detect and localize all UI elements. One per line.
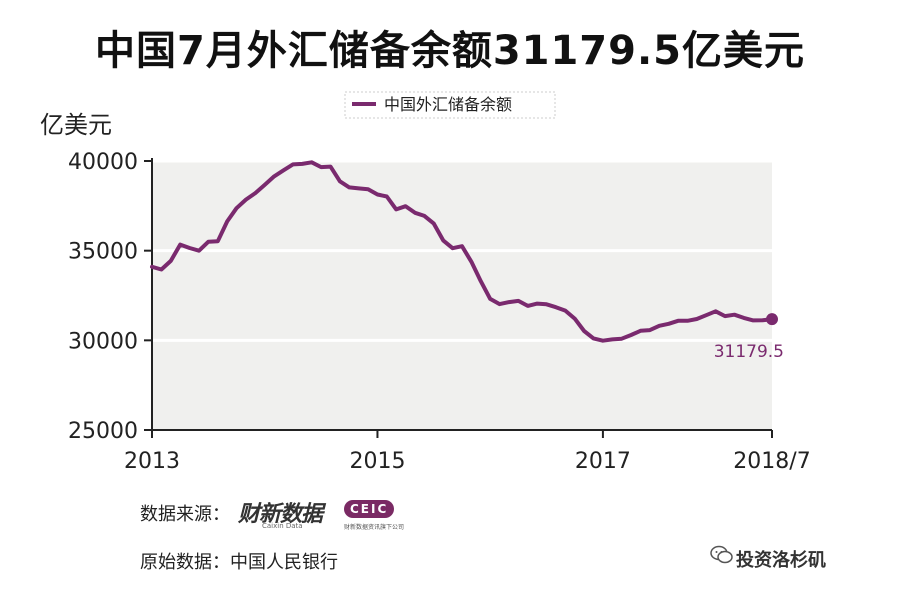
y-tick-labels: 25000 30000 35000 40000	[68, 150, 152, 444]
x-tick-label: 2015	[349, 449, 405, 474]
x-tick-label: 2017	[575, 449, 631, 474]
series-line-reserves	[150, 160, 774, 343]
legend-box	[344, 91, 556, 119]
origin-label: 原始数据：中国人民银行	[140, 552, 338, 573]
end-value-label: 31179.5	[714, 342, 784, 362]
x-tick-label: 2018/7	[733, 449, 810, 474]
wechat-icon	[710, 545, 733, 564]
x-tick-labels: 2013 2015 2017 2018/7	[124, 430, 811, 474]
chart-title: 中国7月外汇储备余额31179.5亿美元	[94, 28, 806, 74]
legend: 中国外汇储备余额	[344, 91, 556, 119]
y-unit-label: 亿美元	[40, 111, 112, 139]
y-tick-label: 30000	[68, 329, 138, 354]
caixin-logo-sub: Caixin Data	[262, 522, 303, 530]
end-point-marker	[766, 313, 778, 326]
legend-label: 中国外汇储备余额	[384, 95, 512, 114]
y-tick-label: 35000	[68, 240, 138, 265]
ceic-logo: CEIC	[344, 500, 395, 518]
x-tick-label: 2013	[124, 449, 180, 474]
watermark-text: 投资洛杉矶	[736, 550, 826, 571]
grid-lines	[152, 159, 772, 342]
y-tick-label: 25000	[68, 419, 138, 444]
y-tick-label: 40000	[68, 150, 138, 175]
plot-background	[152, 161, 772, 430]
source-label: 数据来源：	[140, 504, 230, 525]
ceic-logo-sub: 财新数据资讯旗下公司	[344, 524, 405, 531]
caixin-logo: 财新数据	[238, 502, 323, 527]
